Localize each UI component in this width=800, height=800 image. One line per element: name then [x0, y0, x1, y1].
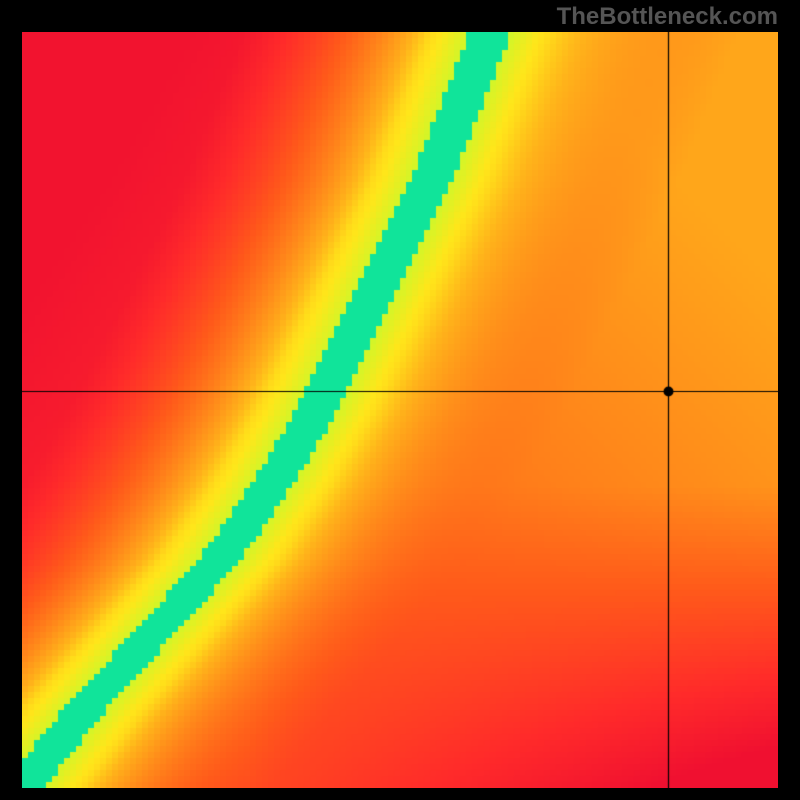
bottleneck-heatmap — [22, 32, 778, 788]
chart-container: TheBottleneck.com — [0, 0, 800, 800]
watermark-text: TheBottleneck.com — [557, 3, 778, 31]
